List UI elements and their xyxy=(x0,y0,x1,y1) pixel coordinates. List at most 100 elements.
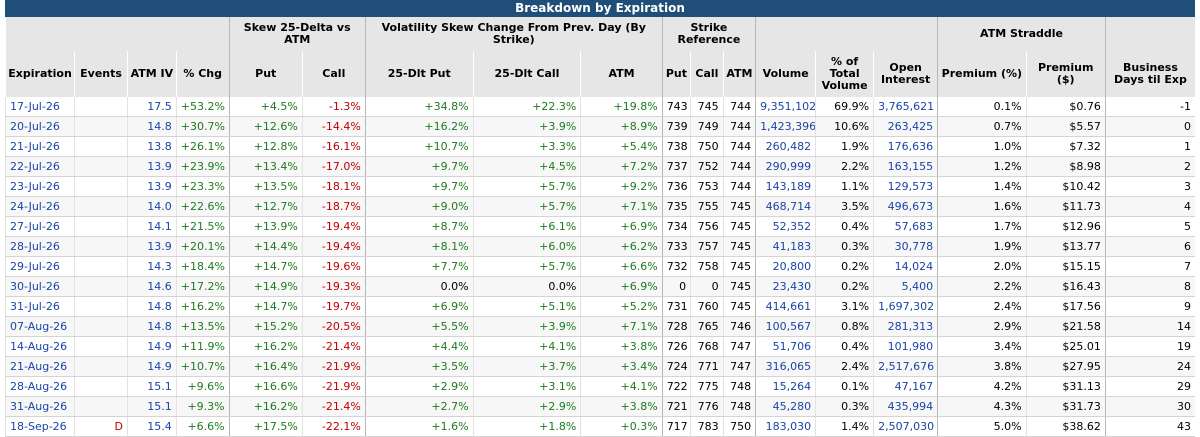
col-header-open-interest[interactable]: Open Interest xyxy=(873,51,938,97)
table-row[interactable]: 20-Jul-26 14.8 +30.7% +12.6% -14.4% +16.2% +3.… xyxy=(4,116,1195,137)
pct-chg-cell: +9.3% xyxy=(175,396,230,417)
atm-iv-cell: 14.9 xyxy=(126,356,177,377)
ref-call-cell: 749 xyxy=(690,116,724,137)
table-row[interactable]: 24-Jul-26 14.0 +22.6% +12.7% -18.7% +9.0% +5.7… xyxy=(4,196,1195,217)
col-header-expiration[interactable]: Expiration xyxy=(4,51,75,97)
expiration-cell[interactable]: 31-Aug-26 xyxy=(4,396,75,417)
ref-put-cell: 736 xyxy=(661,176,691,197)
skew-call-cell: -19.3% xyxy=(301,276,366,297)
table-row[interactable]: 14-Aug-26 14.9 +11.9% +16.2% -21.4% +4.4% +4.1… xyxy=(4,336,1195,357)
table-row[interactable]: 07-Aug-26 14.8 +13.5% +15.2% -20.5% +5.5% +3.9… xyxy=(4,316,1195,337)
table-row[interactable]: 27-Jul-26 14.1 +21.5% +13.9% -19.4% +8.7% +6.1… xyxy=(4,216,1195,237)
skew-call-cell: -19.4% xyxy=(301,216,366,237)
premium-pct-cell: 3.8% xyxy=(937,356,1027,377)
col-header-ref-put[interactable]: Put xyxy=(661,51,691,97)
ref-put-cell: 735 xyxy=(661,196,691,217)
expiration-cell[interactable]: 21-Jul-26 xyxy=(4,136,75,157)
col-header-vol-atm[interactable]: ATM xyxy=(580,51,663,97)
vol-atm-cell: +7.2% xyxy=(580,156,663,177)
dlt-put-cell: +8.7% xyxy=(364,216,474,237)
vol-atm-cell: +5.2% xyxy=(580,296,663,317)
col-header-business-days[interactable]: Business Days til Exp xyxy=(1104,51,1195,97)
expiration-cell[interactable]: 18-Sep-26 xyxy=(4,416,75,437)
table-row[interactable]: 30-Jul-26 14.6 +17.2% +14.9% -19.3% 0.0% 0.0% +… xyxy=(4,276,1195,297)
pct-chg-cell: +18.4% xyxy=(175,256,230,277)
col-header-skew-put[interactable]: Put xyxy=(228,51,303,97)
vol-atm-cell: +6.9% xyxy=(580,276,663,297)
table-row[interactable]: 28-Jul-26 13.9 +20.1% +14.4% -19.4% +8.1% +6.0… xyxy=(4,236,1195,257)
table-row[interactable]: 17-Jul-26 17.5 +53.2% +4.5% -1.3% +34.8% +22.3… xyxy=(4,97,1195,117)
group-header-strike-ref: Strike Reference xyxy=(661,17,756,51)
expiration-cell[interactable]: 31-Jul-26 xyxy=(4,296,75,317)
open-interest-cell: 5,400 xyxy=(873,276,938,297)
premium-usd-cell: $27.95 xyxy=(1025,356,1106,377)
atm-iv-cell: 14.6 xyxy=(126,276,177,297)
table-row[interactable]: 21-Jul-26 13.8 +26.1% +12.8% -16.1% +10.7% +3.… xyxy=(4,136,1195,157)
expiration-cell[interactable]: 29-Jul-26 xyxy=(4,256,75,277)
expiration-cell[interactable]: 28-Aug-26 xyxy=(4,376,75,397)
events-cell xyxy=(74,396,128,417)
skew-call-cell: -1.3% xyxy=(301,97,366,117)
vol-atm-cell: +0.3% xyxy=(580,416,663,437)
table-row[interactable]: 28-Aug-26 15.1 +9.6% +16.6% -21.9% +2.9% +3.1%… xyxy=(4,376,1195,397)
atm-iv-cell: 17.5 xyxy=(126,97,177,117)
skew-call-cell: -16.1% xyxy=(301,136,366,157)
table-row[interactable]: 29-Jul-26 14.3 +18.4% +14.7% -19.6% +7.7% +5.7… xyxy=(4,256,1195,277)
skew-call-cell: -19.7% xyxy=(301,296,366,317)
col-header-premium-pct[interactable]: Premium (%) xyxy=(937,51,1027,97)
col-header-pct-total-volume[interactable]: % of Total Volume xyxy=(815,51,874,97)
expiration-cell[interactable]: 24-Jul-26 xyxy=(4,196,75,217)
col-header-skew-call[interactable]: Call xyxy=(301,51,366,97)
premium-pct-cell: 0.1% xyxy=(937,97,1027,117)
events-cell xyxy=(74,356,128,377)
open-interest-cell: 30,778 xyxy=(873,236,938,257)
expiration-cell[interactable]: 14-Aug-26 xyxy=(4,336,75,357)
group-header-vol-change: Volatility Skew Change From Prev. Day (B… xyxy=(364,17,663,51)
dlt-put-cell: +2.7% xyxy=(364,396,474,417)
col-header-ref-call[interactable]: Call xyxy=(690,51,724,97)
col-header-pct-chg[interactable]: % Chg xyxy=(175,51,230,97)
table-row[interactable]: 31-Aug-26 15.1 +9.3% +16.2% -21.4% +2.7% +2.9%… xyxy=(4,396,1195,417)
expiration-cell[interactable]: 28-Jul-26 xyxy=(4,236,75,257)
business-days-cell: 30 xyxy=(1104,396,1195,417)
expiration-cell[interactable]: 21-Aug-26 xyxy=(4,356,75,377)
events-cell xyxy=(74,156,128,177)
col-header-events[interactable]: Events xyxy=(74,51,128,97)
skew-call-cell: -21.4% xyxy=(301,336,366,357)
col-header-ref-atm[interactable]: ATM xyxy=(722,51,756,97)
premium-pct-cell: 2.9% xyxy=(937,316,1027,337)
col-header-25dlt-call[interactable]: 25-Dlt Call xyxy=(472,51,581,97)
col-header-volume[interactable]: Volume xyxy=(755,51,816,97)
premium-usd-cell: $15.15 xyxy=(1025,256,1106,277)
table-row[interactable]: 23-Jul-26 13.9 +23.3% +13.5% -18.1% +9.7% +5.7… xyxy=(4,176,1195,197)
table-row[interactable]: 31-Jul-26 14.8 +16.2% +14.7% -19.7% +6.9% +5.1… xyxy=(4,296,1195,317)
expiration-cell[interactable]: 22-Jul-26 xyxy=(4,156,75,177)
events-cell xyxy=(74,316,128,337)
table-row[interactable]: 22-Jul-26 13.9 +23.9% +13.4% -17.0% +9.7% +4.5… xyxy=(4,156,1195,177)
expiration-cell[interactable]: 07-Aug-26 xyxy=(4,316,75,337)
expiration-cell[interactable]: 17-Jul-26 xyxy=(4,97,75,117)
expiration-cell[interactable]: 27-Jul-26 xyxy=(4,216,75,237)
col-header-premium-usd[interactable]: Premium ($) xyxy=(1025,51,1106,97)
ref-put-cell: 743 xyxy=(661,97,691,117)
ref-atm-cell: 745 xyxy=(722,216,756,237)
ref-call-cell: 757 xyxy=(690,236,724,257)
open-interest-cell: 1,697,302 xyxy=(873,296,938,317)
ref-call-cell: 752 xyxy=(690,156,724,177)
pct-total-volume-cell: 3.5% xyxy=(815,196,874,217)
table-row[interactable]: 21-Aug-26 14.9 +10.7% +16.4% -21.9% +3.5% +3.7… xyxy=(4,356,1195,377)
expiration-cell[interactable]: 30-Jul-26 xyxy=(4,276,75,297)
vol-atm-cell: +6.9% xyxy=(580,216,663,237)
dlt-put-cell: +9.7% xyxy=(364,156,474,177)
premium-pct-cell: 1.7% xyxy=(937,216,1027,237)
col-header-25dlt-put[interactable]: 25-Dlt Put xyxy=(364,51,474,97)
col-header-atm-iv[interactable]: ATM IV xyxy=(126,51,177,97)
dlt-call-cell: +2.9% xyxy=(472,396,581,417)
expiration-cell[interactable]: 23-Jul-26 xyxy=(4,176,75,197)
ref-atm-cell: 745 xyxy=(722,236,756,257)
pct-total-volume-cell: 0.2% xyxy=(815,256,874,277)
expiration-cell[interactable]: 20-Jul-26 xyxy=(4,116,75,137)
volume-cell: 1,423,396 xyxy=(755,116,816,137)
ref-atm-cell: 744 xyxy=(722,156,756,177)
table-row[interactable]: 18-Sep-26 D 15.4 +6.6% +17.5% -22.1% +1.6% +1.8… xyxy=(4,416,1195,437)
